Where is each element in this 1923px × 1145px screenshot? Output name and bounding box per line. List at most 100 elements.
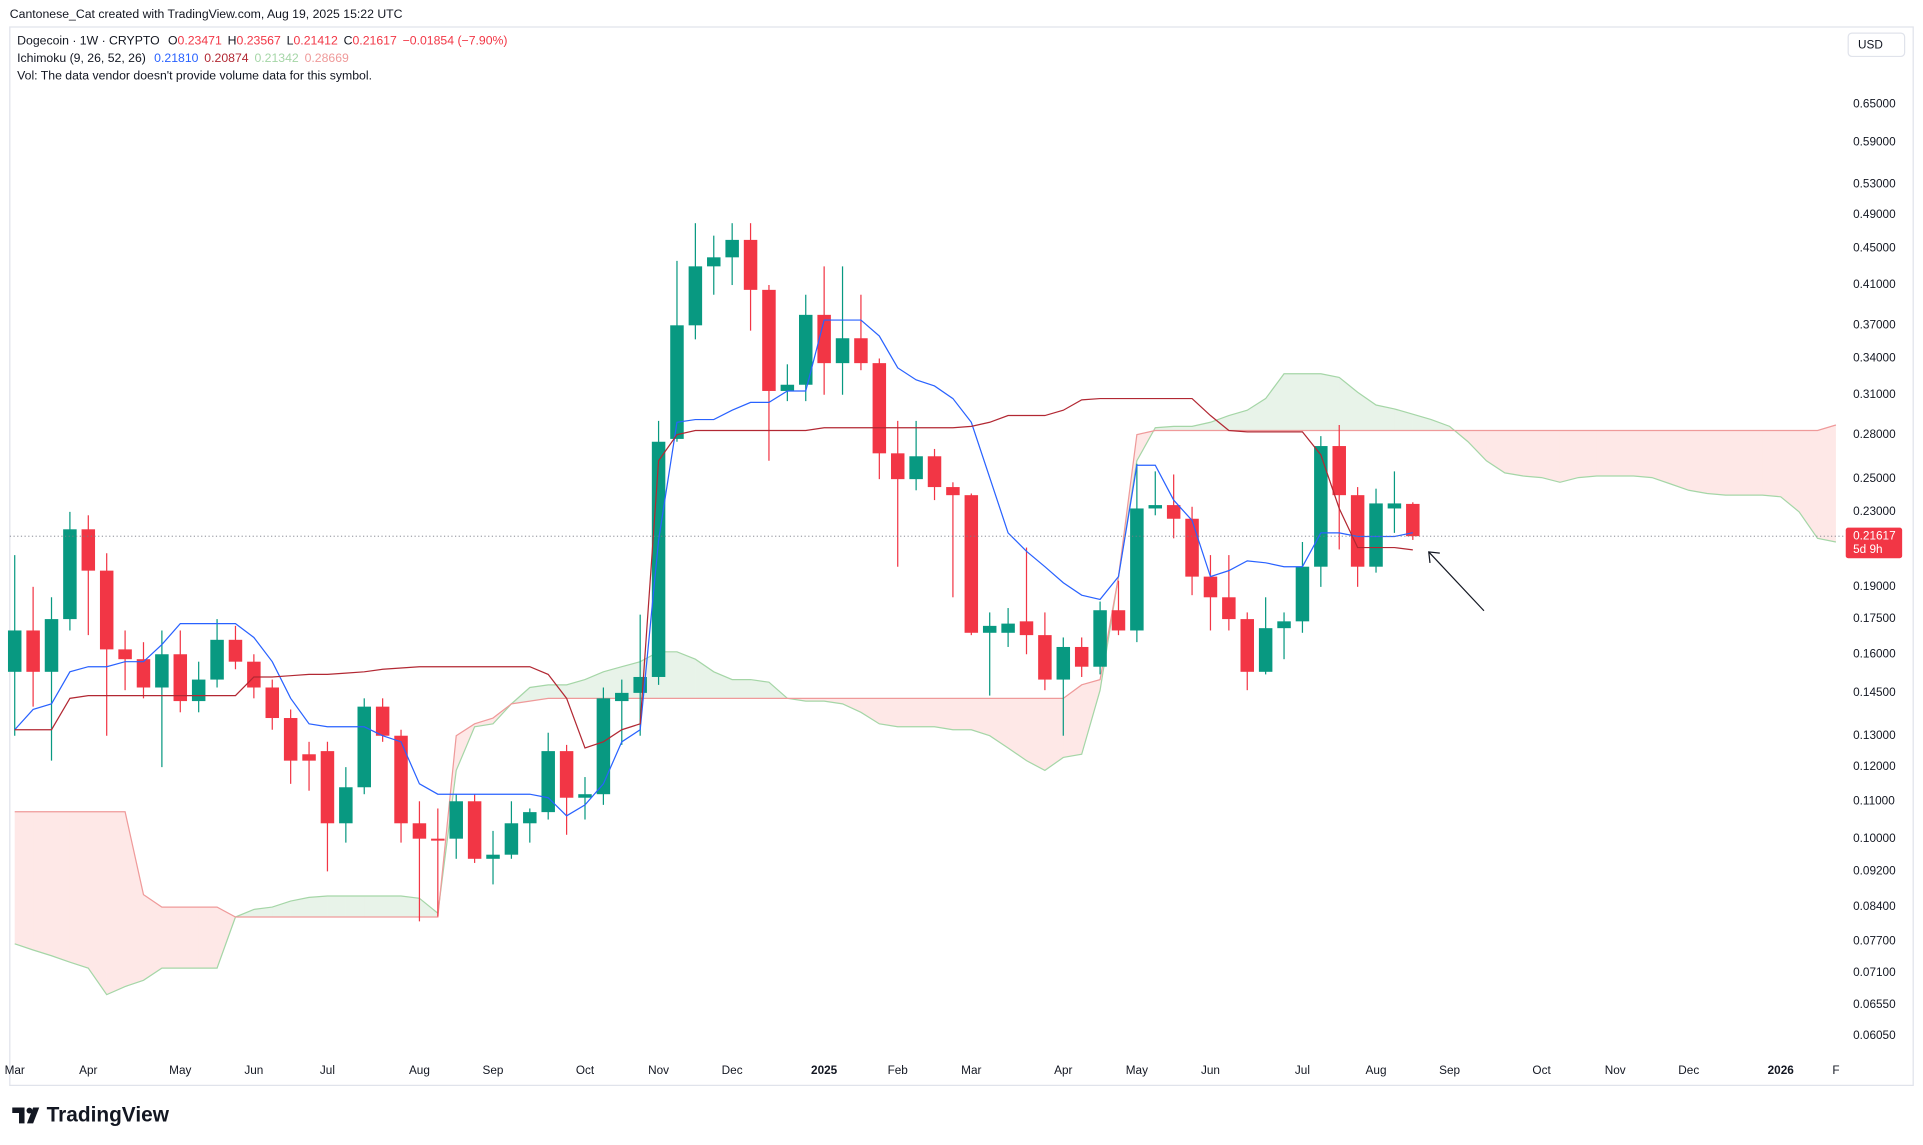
candle-body	[964, 495, 979, 633]
candle-body	[1166, 505, 1181, 519]
cloud-fill	[1799, 430, 1818, 539]
x-tick-label: Apr	[1054, 1064, 1072, 1077]
cloud-fill	[971, 698, 990, 736]
candle-body	[707, 257, 721, 267]
x-tick-label: Sep	[1439, 1064, 1460, 1077]
x-tick-label: Aug	[1366, 1064, 1387, 1077]
cloud-fill	[1302, 373, 1321, 431]
cloud-fill	[676, 651, 696, 699]
cloud-fill	[364, 896, 383, 918]
candle-body	[210, 639, 224, 680]
candle-body	[63, 529, 77, 620]
symbol-legend: Dogecoin · 1W · CRYPTO O0.23471 H0.23567…	[17, 34, 507, 48]
logo-mark	[12, 1107, 25, 1124]
cloud-fill	[1615, 430, 1634, 477]
cloud-fill	[529, 684, 549, 702]
cloud-fill	[198, 907, 218, 969]
cloud-fill	[897, 698, 917, 727]
candle-body	[1038, 635, 1052, 680]
candle-body	[375, 706, 390, 736]
change: −0.01854 (−7.90%)	[403, 34, 508, 48]
currency[interactable]: USD	[1858, 39, 1883, 52]
candle-body	[946, 487, 960, 496]
candle-body	[486, 854, 500, 859]
candle-body	[1148, 505, 1163, 509]
logo: TradingView	[12, 1104, 170, 1127]
cloud-fill	[1762, 430, 1781, 497]
currency-button[interactable]	[1847, 32, 1906, 58]
candle-body	[1387, 503, 1402, 509]
candle-body	[302, 754, 316, 761]
x-tick-label: Jun	[244, 1064, 263, 1077]
x-tick-label: Jul	[1295, 1064, 1310, 1077]
cloud-fill	[1026, 698, 1045, 771]
candle-body	[1350, 495, 1365, 567]
candle-body	[1240, 619, 1254, 672]
y-tick-label: 0.11000	[1853, 794, 1895, 807]
cloud-fill	[125, 811, 144, 987]
cloud-fill	[750, 679, 769, 699]
x-tick-label: Jul	[320, 1064, 335, 1077]
cloud-fill	[879, 698, 898, 727]
candle-body	[1222, 597, 1236, 620]
y-tick-label: 0.06550	[1853, 998, 1896, 1011]
x-tick-label: May	[1126, 1064, 1148, 1077]
cloud-fill	[401, 896, 420, 918]
cloud-fill	[217, 907, 236, 969]
x-tick-label: Mar	[961, 1064, 981, 1077]
candle-body	[1295, 566, 1310, 622]
x-tick-label: Dec	[1678, 1064, 1699, 1077]
x-tick-label: May	[169, 1064, 191, 1077]
logo-text: TradingView	[47, 1104, 170, 1127]
candle-body	[1093, 610, 1107, 667]
attribution: Cantonese_Cat created with TradingView.c…	[10, 7, 403, 21]
candle-body	[1277, 621, 1291, 629]
cloud-fill	[860, 698, 880, 724]
ohlc-value: 0.21617	[352, 34, 396, 48]
cloud-fill	[106, 811, 126, 995]
y-tick-label: 0.19000	[1853, 580, 1896, 593]
candle-body	[136, 659, 151, 688]
cloud-fill	[584, 671, 604, 699]
candle-body	[927, 456, 942, 488]
cloud-fill	[1284, 373, 1303, 431]
cloud-fill	[1780, 430, 1800, 512]
candle-body	[26, 630, 40, 672]
x-tick-label: Aug	[409, 1064, 430, 1077]
cloud-fill	[1008, 698, 1027, 761]
cloud-fill	[1523, 430, 1542, 478]
cloud-fill	[1173, 426, 1193, 431]
cloud-fill	[1486, 430, 1505, 473]
cloud-fill	[33, 811, 52, 956]
cloud-fill	[69, 811, 89, 969]
candle-body	[1130, 508, 1144, 631]
candle-body	[559, 751, 574, 798]
candle-body	[283, 718, 298, 761]
y-tick-label: 0.12000	[1853, 760, 1896, 773]
ohlc-label: C	[344, 34, 353, 48]
candle-body	[1185, 518, 1199, 577]
candle-body	[1406, 503, 1420, 537]
candle-body	[578, 794, 592, 798]
cloud-fill	[916, 698, 935, 727]
cloud-fill	[1081, 679, 1101, 755]
candle-body	[651, 441, 666, 677]
candle-body	[596, 698, 611, 795]
y-tick-label: 0.14500	[1853, 686, 1896, 699]
candle-body	[523, 812, 537, 824]
cloud-fill	[345, 896, 365, 918]
indicator-label: Ichimoku (9, 26, 52, 26)	[17, 51, 146, 65]
cloud-fill	[272, 901, 291, 918]
candle-body	[320, 751, 335, 824]
candle-body	[1314, 446, 1328, 567]
candle-body	[394, 735, 408, 824]
y-tick-label: 0.28000	[1853, 428, 1896, 441]
x-tick-label: Jun	[1201, 1064, 1220, 1077]
cloud-fill	[161, 907, 181, 969]
cloud-fill	[327, 896, 346, 918]
candle-body	[1258, 628, 1273, 672]
candle-body	[1203, 576, 1218, 598]
y-tick-label: 0.59000	[1853, 135, 1896, 148]
cloud-fill	[1376, 404, 1395, 431]
